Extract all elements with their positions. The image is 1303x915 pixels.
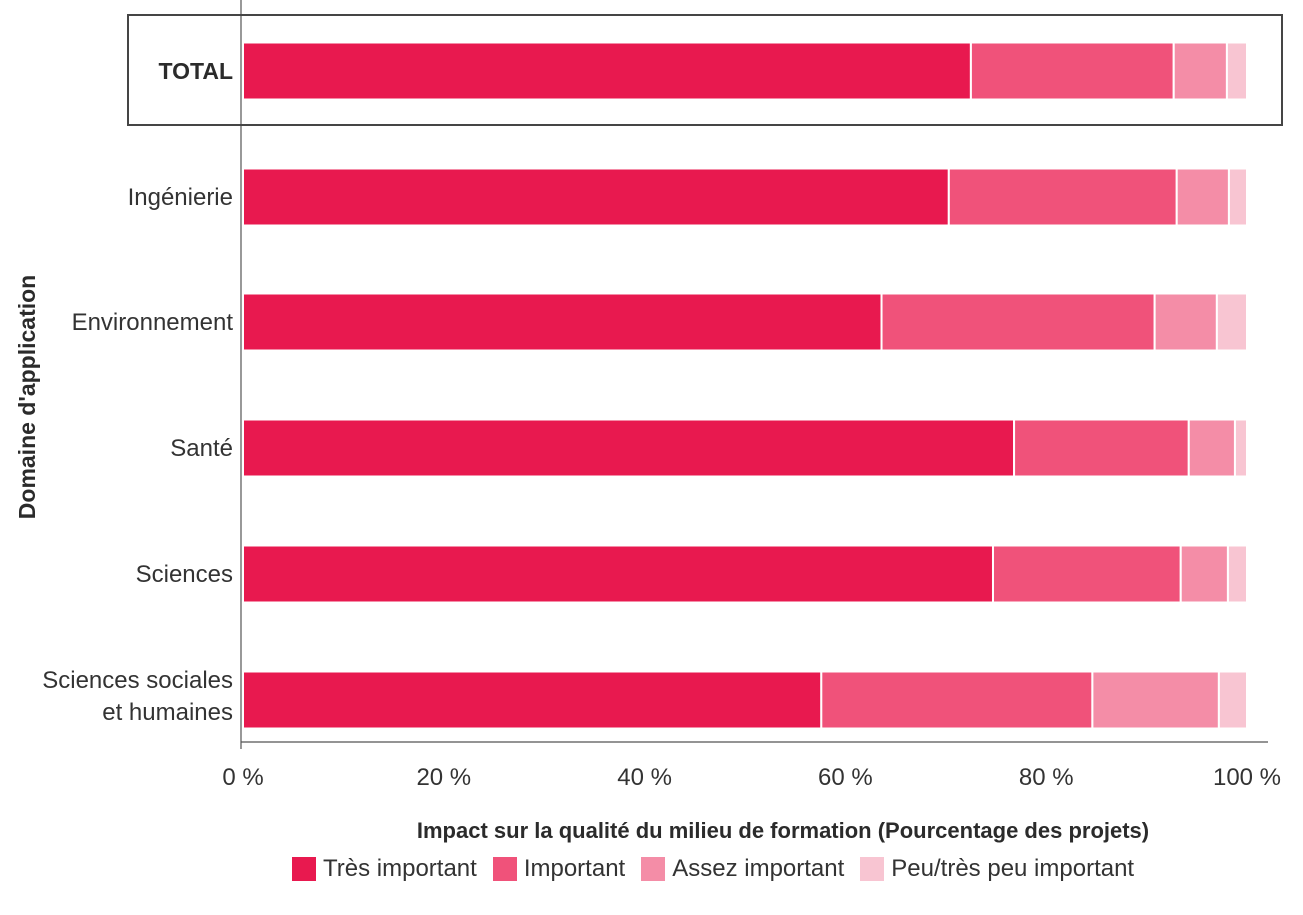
x-tick-label: 0 % [222,764,263,791]
bar-segment-0-1 [969,41,1175,101]
bar-segment-3-2 [1187,418,1236,478]
y-axis-title: Domaine d'application [14,275,40,519]
category-label-0: TOTAL [158,58,233,84]
category-label-line: et humaines [102,699,233,726]
x-tick-label: 100 % [1213,764,1281,791]
bar-segment-1-2 [1175,167,1230,227]
category-label-4: Sciences [136,561,233,588]
legend-item-3: Peu/très peu important [860,855,1134,883]
bar-segment-2-2 [1153,292,1218,352]
legend: Très important Important Assez important Pe… [292,855,1134,883]
legend-swatch [641,857,666,881]
bar-segment-2-1 [880,292,1156,352]
category-label-5: Sciences sociales et humaines [42,667,233,726]
bar-segment-1-3 [1227,167,1248,227]
bar-segment-5-0 [242,670,823,730]
category-label-line: Sciences sociales [42,667,233,694]
legend-item-1: Important [492,855,626,883]
bar-segment-3-1 [1013,418,1190,478]
bar-segment-5-2 [1091,670,1220,730]
bars-layer [242,41,1249,730]
category-label-1: Ingénierie [128,184,233,211]
category-label-3: Santé [170,435,233,462]
legend-label: Très important [323,855,477,882]
x-axis-title: Impact sur la qualité du milieu de forma… [417,818,1149,843]
bar-segment-4-1 [991,544,1182,604]
legend-swatch [292,857,316,881]
bar-segment-4-0 [242,544,994,604]
legend-swatch [860,857,885,881]
bar-segment-1-0 [242,167,950,227]
category-label-2: Environnement [72,309,234,336]
bar-segment-2-0 [242,292,883,352]
x-tick-label: 20 % [416,764,471,791]
bar-segment-0-0 [242,41,972,101]
bar-segment-5-1 [820,670,1094,730]
bar-segment-3-3 [1233,418,1249,478]
legend-item-2: Assez important [641,855,844,883]
bar-segment-0-2 [1172,41,1228,101]
category-labels: TOTAL Ingénierie Environnement Santé Science… [42,58,233,726]
x-tick-label: 80 % [1019,764,1074,791]
legend-label: Important [523,855,626,882]
x-tick-labels: 0 % 20 % 40 % 60 % 80 % 100 % [222,764,1281,791]
legend-item-0: Très important [292,855,477,883]
axes [127,0,1283,749]
legend-label: Peu/très peu important [891,855,1135,882]
bar-segment-5-3 [1217,670,1248,730]
x-tick-label: 40 % [617,764,672,791]
legend-label: Assez important [672,855,845,882]
bar-segment-0-3 [1225,41,1249,101]
bar-segment-4-2 [1179,544,1229,604]
bar-segment-3-0 [242,418,1016,478]
total-highlight-box [127,14,1283,126]
legend-swatch [492,857,517,881]
bar-segment-4-3 [1226,544,1248,604]
bar-segment-1-1 [947,167,1178,227]
x-tick-label: 60 % [818,764,873,791]
bar-segment-2-3 [1215,292,1249,352]
